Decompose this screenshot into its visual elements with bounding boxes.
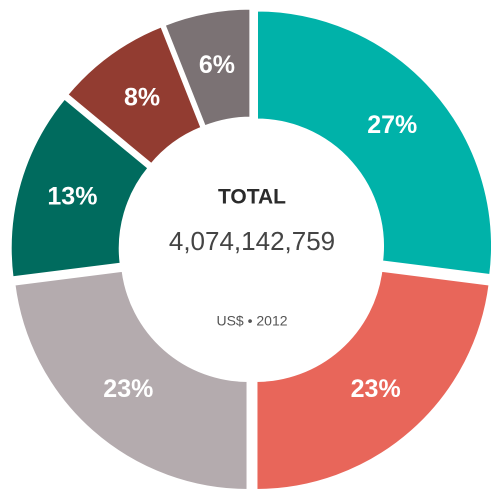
- center-value: 4,074,142,759: [169, 226, 335, 256]
- slice: [162, 6, 253, 129]
- slice-label: 23%: [351, 375, 401, 403]
- slice: [64, 23, 205, 167]
- slice-label: 13%: [47, 182, 97, 210]
- slice-label: 27%: [367, 111, 417, 139]
- center-note: US$ • 2012: [216, 313, 287, 329]
- center-title: TOTAL: [218, 186, 286, 209]
- slice: [8, 95, 152, 280]
- slice-label: 23%: [103, 375, 153, 403]
- slice: [255, 8, 491, 278]
- slice-label: 6%: [199, 51, 235, 79]
- slice-label: 8%: [124, 83, 160, 111]
- slice: [254, 268, 491, 493]
- slices: 27% 23% 23% 13% 8% 6%: [8, 6, 491, 493]
- slice: [12, 268, 250, 493]
